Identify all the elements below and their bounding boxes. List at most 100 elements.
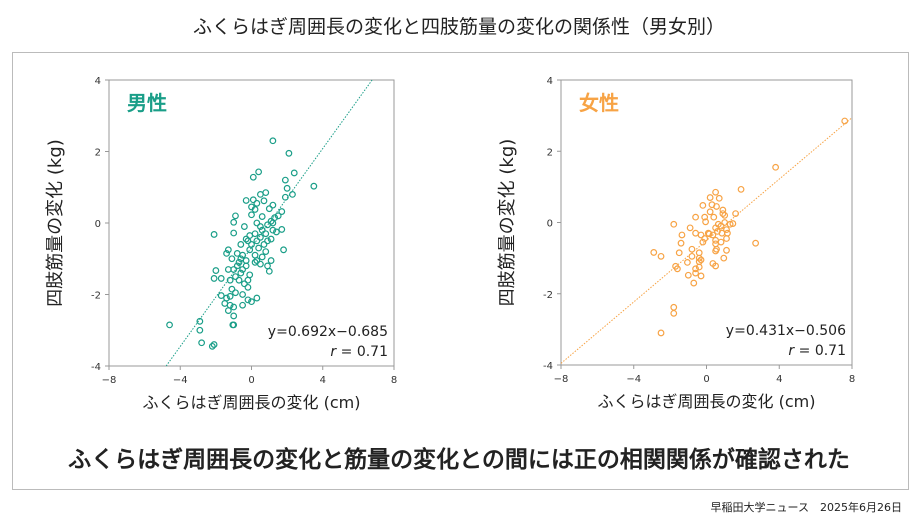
data-point	[226, 276, 234, 284]
data-point	[710, 213, 718, 221]
data-point	[230, 229, 238, 237]
data-point	[692, 213, 699, 221]
regression-equation: y=0.692x−0.685	[268, 324, 388, 340]
data-point	[212, 267, 220, 274]
data-point	[278, 226, 286, 233]
x-tick-label: 4	[320, 375, 326, 386]
data-point	[262, 248, 270, 256]
data-point	[246, 271, 254, 279]
data-point	[237, 255, 245, 263]
data-point	[670, 309, 678, 317]
data-point	[283, 184, 291, 192]
x-tick-label: 0	[703, 374, 709, 385]
data-point	[724, 229, 731, 237]
data-point	[210, 275, 218, 282]
data-point	[712, 240, 719, 248]
data-point	[258, 226, 266, 234]
data-point	[224, 266, 232, 273]
data-point	[281, 176, 289, 184]
data-point	[224, 246, 232, 254]
data-point	[239, 291, 246, 298]
data-point	[249, 196, 257, 204]
data-point	[264, 237, 271, 245]
y-tick-label: 0	[547, 219, 553, 230]
data-point	[684, 259, 691, 266]
data-point	[244, 283, 252, 291]
data-point	[310, 182, 318, 190]
data-point	[166, 321, 173, 329]
data-point	[695, 254, 703, 262]
data-point	[217, 292, 225, 299]
data-point	[269, 137, 277, 145]
chart-title: 女性	[579, 91, 619, 115]
data-point	[697, 272, 705, 280]
data-point	[657, 329, 665, 337]
data-point	[686, 224, 694, 232]
x-tick-label: 8	[391, 375, 397, 386]
data-point	[228, 285, 236, 293]
data-point	[232, 273, 239, 281]
data-point	[723, 235, 730, 242]
data-point	[702, 218, 709, 226]
data-point	[695, 263, 703, 271]
data-point	[706, 194, 714, 201]
data-point	[248, 241, 255, 248]
x-tick-label: −8	[554, 374, 569, 385]
data-point	[230, 218, 238, 226]
y-tick-label: 2	[547, 147, 553, 158]
data-point	[670, 220, 678, 228]
y-tick-label: 4	[547, 76, 553, 87]
y-axis-label: 四肢筋量の変化 (kg)	[497, 139, 518, 307]
data-point	[772, 163, 780, 171]
data-point	[233, 262, 241, 270]
data-point	[251, 251, 259, 259]
y-tick-label: 4	[95, 76, 101, 87]
data-point	[650, 249, 658, 256]
data-point	[670, 303, 678, 311]
data-point	[224, 307, 232, 314]
data-point	[235, 276, 243, 284]
data-point	[260, 197, 268, 205]
data-point	[239, 266, 246, 273]
x-tick-label: 8	[849, 374, 855, 385]
data-point	[240, 223, 248, 230]
data-point	[729, 220, 737, 227]
data-point	[737, 185, 745, 193]
data-point	[712, 247, 719, 255]
y-axis-label: 四肢筋量の変化 (kg)	[45, 139, 66, 307]
data-point	[720, 254, 728, 262]
data-point	[237, 269, 245, 277]
x-tick-label: 0	[248, 375, 254, 386]
data-point	[697, 231, 705, 239]
y-tick-label: -2	[91, 291, 101, 302]
data-point	[242, 262, 250, 270]
data-point	[223, 249, 230, 257]
data-point	[701, 235, 709, 242]
data-point	[699, 238, 707, 246]
data-point	[255, 168, 263, 176]
data-point	[253, 237, 261, 245]
x-tick-label: −4	[173, 375, 188, 386]
data-point	[688, 245, 696, 253]
data-point	[265, 205, 273, 213]
data-point	[228, 255, 236, 263]
data-point	[196, 317, 204, 325]
data-point	[289, 190, 296, 198]
data-point	[239, 301, 246, 309]
data-point	[274, 212, 282, 220]
x-tick-label: 4	[776, 374, 782, 385]
data-point	[244, 276, 252, 284]
data-point	[262, 230, 270, 238]
data-point	[235, 258, 243, 266]
data-point	[290, 169, 298, 177]
data-point	[715, 194, 723, 202]
data-point	[692, 269, 699, 277]
data-point	[260, 241, 268, 248]
data-point	[257, 260, 264, 268]
data-point	[196, 326, 204, 334]
data-point	[712, 262, 719, 270]
data-point	[248, 298, 255, 306]
y-tick-label: -4	[91, 362, 101, 373]
data-point	[269, 219, 277, 227]
data-point	[684, 271, 692, 279]
